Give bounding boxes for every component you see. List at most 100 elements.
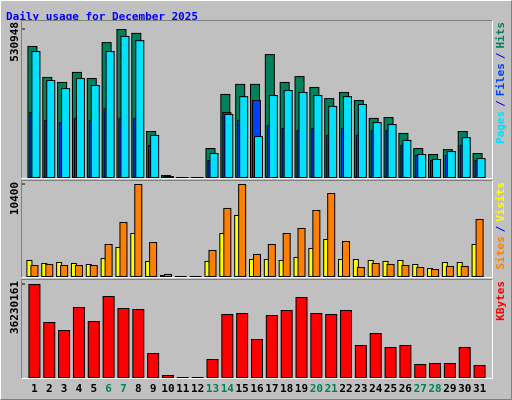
bar	[46, 79, 56, 178]
bar	[135, 40, 145, 178]
bar	[117, 308, 130, 378]
x-tick-label: 2	[46, 382, 53, 395]
x-tick-label: 28	[428, 382, 441, 395]
bar	[45, 263, 54, 278]
bar	[283, 90, 293, 178]
bar	[401, 265, 410, 277]
y-tick-label: 36230161	[8, 281, 21, 334]
x-tick-label: 15	[236, 382, 249, 395]
bar	[297, 227, 306, 277]
x-tick-label: 10	[161, 382, 174, 395]
x-tick-label: 20	[310, 382, 323, 395]
bar	[28, 284, 41, 378]
bar	[312, 210, 321, 277]
bar	[43, 321, 56, 378]
bar	[149, 242, 158, 277]
legend-separator: /	[494, 100, 507, 107]
bar	[31, 51, 41, 178]
bar	[132, 309, 145, 378]
bar	[119, 222, 128, 278]
bar	[402, 139, 412, 179]
x-tick-label: 6	[105, 382, 112, 395]
bar	[74, 265, 83, 277]
bar	[163, 273, 172, 278]
x-tick-label: 26	[399, 382, 413, 395]
bar	[120, 35, 130, 178]
bar	[371, 262, 380, 278]
panel-shadow	[21, 279, 493, 379]
x-tick-label: 21	[325, 382, 339, 395]
graph-title: Daily usage for December 2025	[6, 10, 198, 23]
x-tick-label: 17	[265, 382, 278, 395]
bar	[90, 85, 100, 178]
bar	[206, 359, 219, 379]
y-tick-label: 10400	[8, 182, 21, 215]
bar	[238, 184, 247, 277]
bar	[58, 329, 71, 379]
bar	[384, 346, 397, 378]
bar	[208, 249, 217, 278]
x-tick-label: 31	[473, 382, 487, 395]
x-tick-label: 12	[191, 382, 204, 395]
bar	[342, 240, 351, 278]
panel-shadow	[21, 20, 493, 179]
bar	[473, 365, 486, 379]
x-tick-label: 18	[280, 382, 293, 395]
x-tick-label: 3	[61, 382, 68, 395]
bar	[458, 346, 471, 378]
legend: Sites / Visits	[494, 182, 507, 270]
bar	[251, 339, 263, 378]
bar	[102, 295, 115, 379]
bar	[254, 136, 263, 178]
bar	[475, 219, 484, 277]
bar	[295, 296, 308, 379]
bar	[161, 374, 174, 379]
bar	[75, 78, 85, 178]
panel-shadow	[21, 180, 493, 278]
bar	[461, 137, 471, 178]
legend-entry: KBytes	[494, 281, 507, 321]
bar	[369, 333, 382, 379]
legend-entry: Files	[494, 63, 507, 96]
bar	[89, 265, 98, 277]
bar	[414, 364, 427, 379]
panel-light	[21, 20, 493, 179]
legend-separator: /	[494, 52, 507, 59]
bar	[221, 314, 234, 378]
bar	[476, 158, 486, 179]
x-tick-label: 5	[90, 382, 97, 395]
x-tick-label: 14	[221, 382, 235, 395]
bar	[209, 153, 219, 179]
x-tick-label: 22	[339, 382, 352, 395]
bar	[431, 269, 440, 277]
bar	[313, 95, 323, 178]
bar	[327, 193, 336, 277]
bar	[150, 134, 160, 179]
bar	[298, 91, 308, 178]
bar	[343, 96, 353, 178]
x-tick-label: 8	[135, 382, 142, 395]
bar	[432, 158, 442, 179]
bar	[236, 313, 249, 378]
bar	[164, 176, 174, 178]
bar	[265, 315, 278, 378]
bar	[147, 352, 160, 378]
bar	[460, 266, 469, 277]
bar	[280, 310, 293, 378]
x-tick-label: 25	[384, 382, 397, 395]
x-tick-label: 13	[206, 382, 219, 395]
bar	[386, 263, 395, 278]
bar	[372, 122, 382, 178]
x-tick-label: 1	[31, 382, 38, 395]
x-tick-label: 19	[295, 382, 308, 395]
bar	[224, 114, 234, 179]
legend: KBytes	[494, 281, 507, 321]
panel-light	[21, 279, 493, 379]
bar	[105, 51, 115, 178]
bar	[399, 344, 412, 378]
panel-light	[21, 180, 493, 278]
bar	[356, 266, 365, 278]
bar	[443, 363, 456, 379]
